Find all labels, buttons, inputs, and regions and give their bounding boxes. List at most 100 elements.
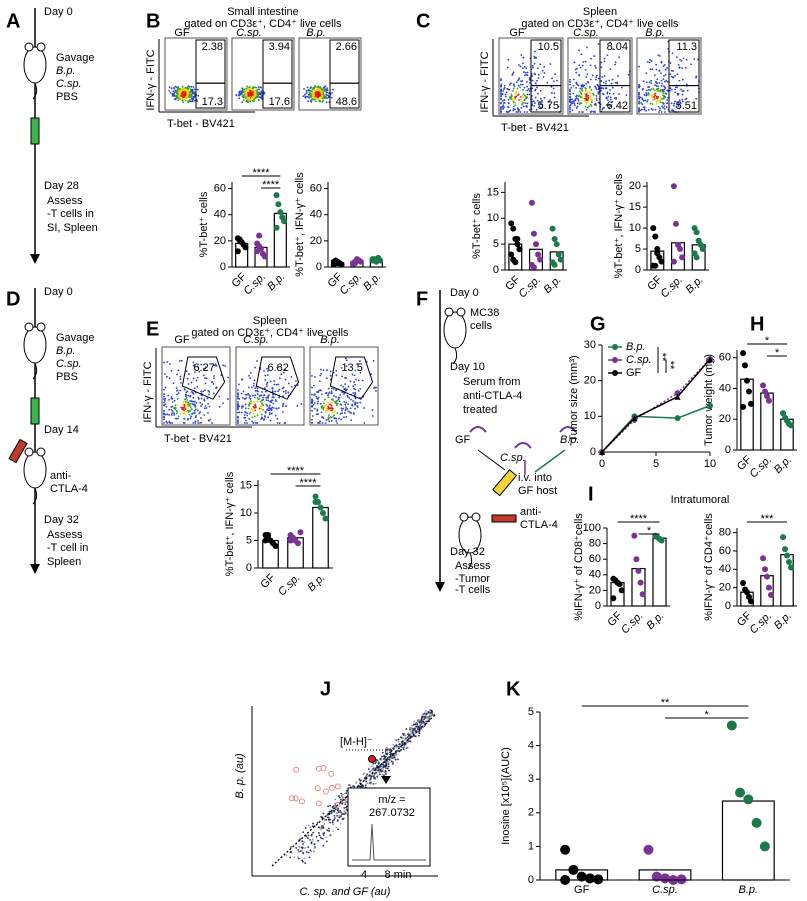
flow-event (532, 100, 535, 103)
x-tick-label: B.p. (684, 274, 706, 296)
flow-event (265, 396, 268, 399)
flow-event (166, 413, 169, 416)
flow-event (355, 378, 357, 381)
flow-event (315, 413, 318, 416)
feature-point (331, 820, 334, 822)
flow-event (171, 422, 174, 424)
feature-point (384, 759, 387, 762)
flow-event (284, 378, 287, 381)
feature-point (406, 746, 409, 749)
flow-event (244, 403, 247, 406)
flow-event (335, 374, 338, 377)
flow-event (266, 381, 269, 384)
flow-event (248, 402, 251, 405)
feature-point (387, 769, 390, 772)
flow-event (575, 81, 578, 84)
flow-event (163, 418, 165, 421)
inset-text: 267.0732 (369, 807, 415, 819)
flow-event (665, 106, 668, 108)
flow-event (166, 361, 169, 364)
gate (181, 356, 226, 400)
flow-event (581, 87, 583, 90)
feature-point (321, 837, 323, 840)
flow-event (242, 90, 245, 93)
flow-event (163, 393, 165, 396)
flow-event (585, 92, 588, 95)
flow-event (257, 95, 260, 98)
flow-event (653, 98, 656, 100)
flow-event (536, 92, 539, 95)
flow-event (519, 83, 522, 86)
x-tick-label: B.p. (772, 610, 794, 632)
flow-event (660, 60, 663, 63)
x-tick-label: 5 (653, 458, 659, 470)
feature-point (383, 771, 386, 773)
feature-point (397, 745, 400, 748)
feature-point (337, 795, 340, 798)
flow-event (332, 415, 335, 418)
flow-event (249, 371, 252, 374)
flow-event (573, 104, 576, 107)
flow-event (186, 94, 189, 97)
feature-point (371, 765, 373, 768)
data-point (533, 241, 539, 248)
feature-point (421, 720, 424, 723)
flow-event (580, 93, 583, 95)
flow-event (185, 405, 188, 408)
flow-event (193, 93, 196, 96)
flow-event (204, 377, 206, 380)
flow-event (345, 415, 348, 418)
y-tick-label: 0 (220, 261, 226, 273)
feature-point (307, 834, 310, 837)
flow-event (240, 90, 243, 93)
flow-event (675, 56, 678, 58)
flow-event (166, 422, 169, 424)
flow-event (274, 414, 277, 417)
flow-event (597, 101, 600, 104)
data-point (317, 504, 324, 511)
feature-point (309, 826, 312, 829)
flow-event (522, 105, 525, 108)
flow-event (589, 97, 592, 100)
flow-event (681, 78, 684, 81)
flow-event (345, 406, 347, 409)
bar (760, 575, 774, 607)
x-tick-label: 0 (599, 458, 605, 470)
flow-event (511, 74, 514, 76)
gate (195, 82, 226, 109)
data-point (633, 556, 640, 563)
flow-event (609, 89, 611, 91)
flow-event (209, 418, 212, 421)
flow-event (175, 387, 178, 389)
flow-event (247, 92, 250, 95)
panel-title: Intratumoral (671, 494, 730, 506)
flow-event (572, 92, 575, 95)
flow-event (627, 73, 630, 76)
flow-event (182, 412, 184, 414)
flow-event (304, 95, 307, 98)
flow-event (189, 98, 191, 101)
panel-subtitle: gated on CD3ε⁺, CD4⁺ live cells (184, 18, 342, 30)
flow-event (322, 86, 325, 89)
flow-event (570, 101, 573, 104)
flow-event (584, 68, 587, 71)
feature-point (377, 761, 380, 764)
timeline-text: Day 32 (44, 514, 79, 526)
flow-event (341, 412, 344, 415)
flow-event (346, 395, 349, 398)
flow-event (246, 412, 248, 414)
flow-event (500, 108, 502, 111)
flow-event (523, 111, 526, 113)
flow-event (269, 419, 272, 422)
flow-event (311, 375, 313, 377)
flow-event (553, 96, 556, 99)
arrowhead (30, 564, 40, 574)
flow-event (662, 106, 665, 109)
flow-event (196, 376, 199, 379)
flow-event (348, 397, 351, 399)
feature-point (329, 804, 332, 807)
flow-event (578, 49, 580, 52)
flow-event (165, 405, 168, 408)
flow-event (685, 83, 688, 86)
feature-point (339, 822, 342, 825)
